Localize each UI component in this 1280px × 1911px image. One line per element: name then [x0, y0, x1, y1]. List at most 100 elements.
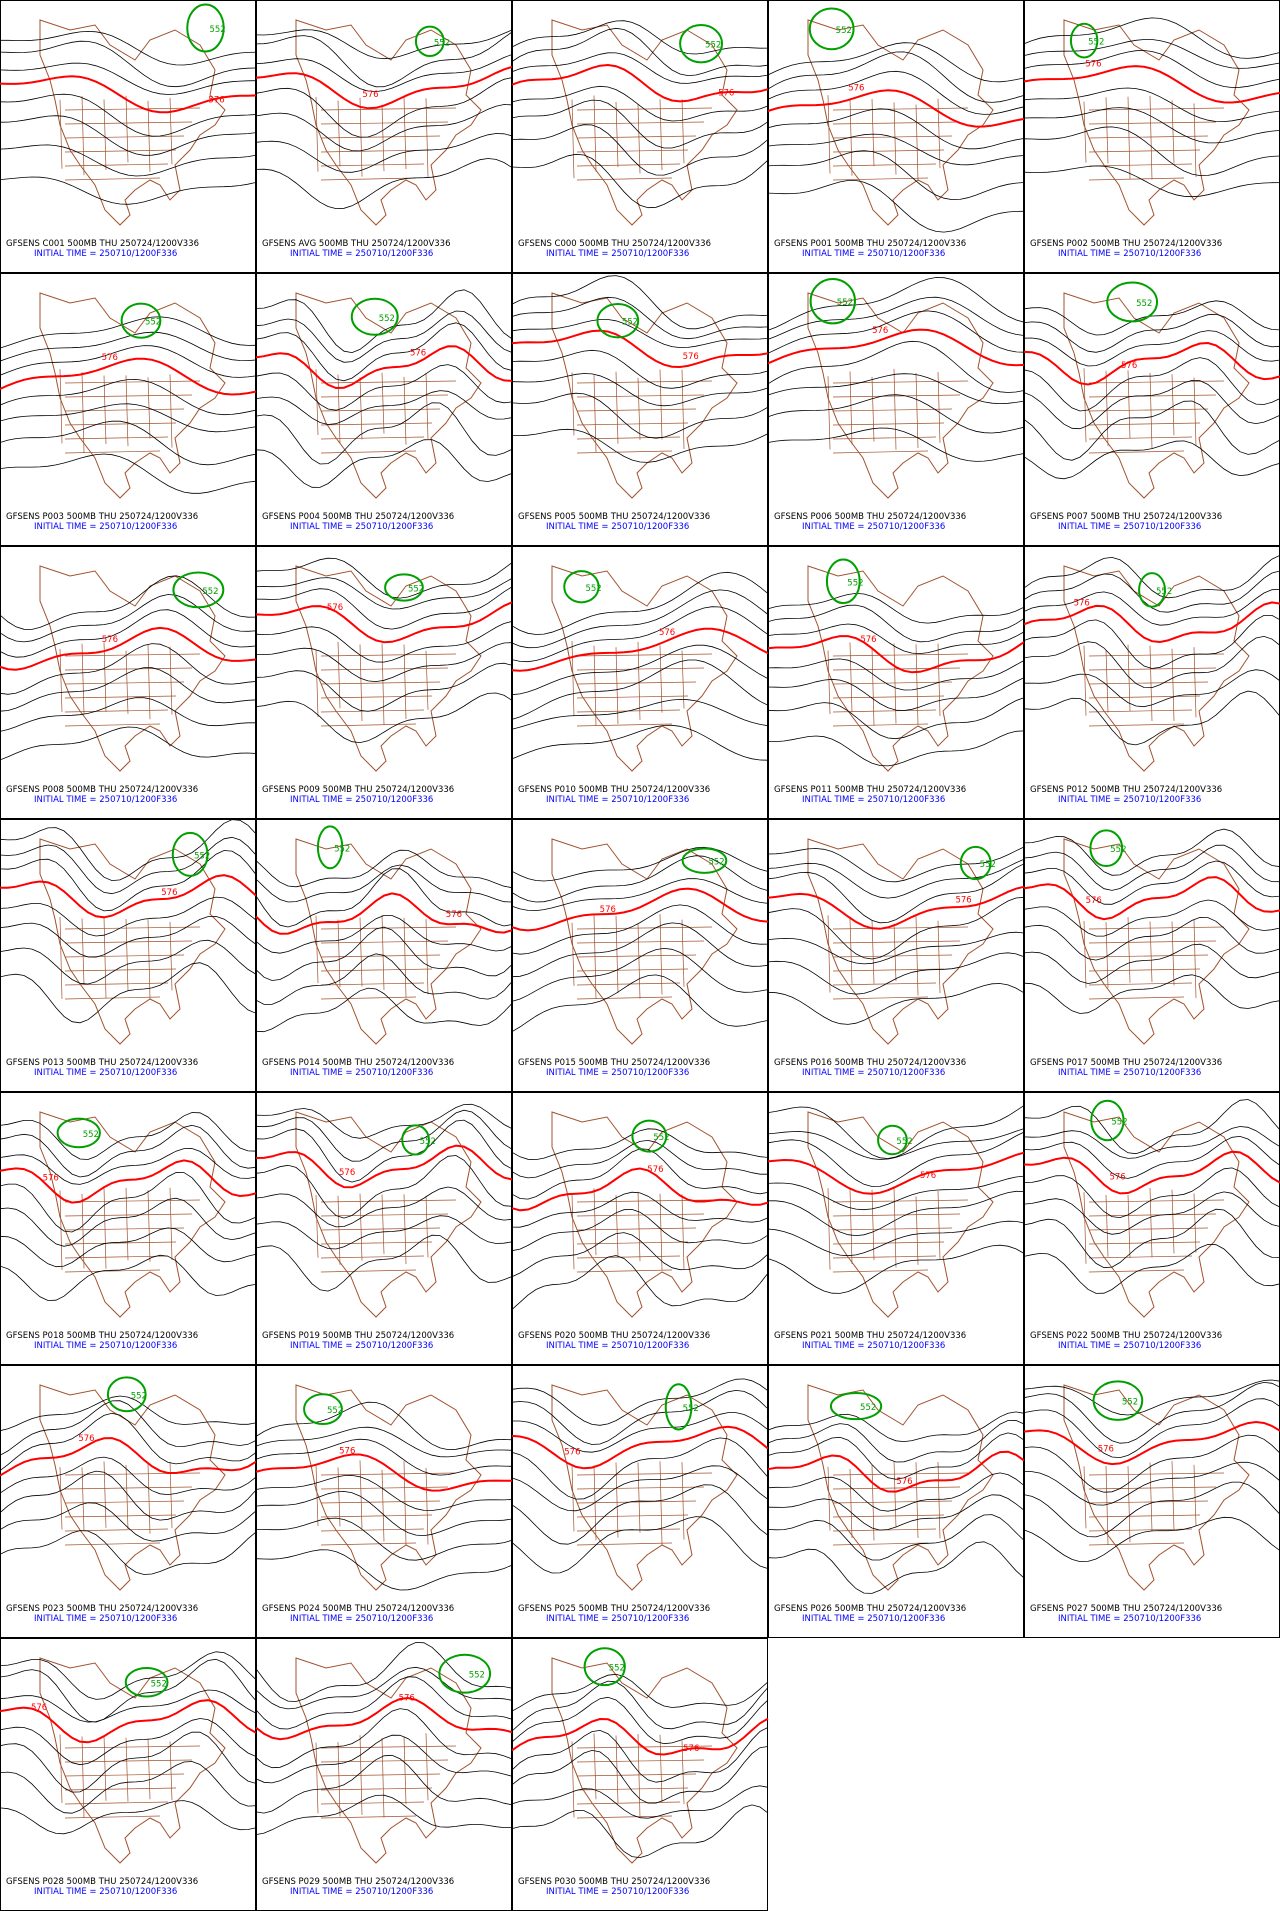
height-contour — [767, 133, 1025, 166]
panel-init-time: INITIAL TIME = 250710/1200F336 — [1058, 1614, 1201, 1624]
state-line — [871, 919, 875, 984]
height-contour — [767, 1514, 1025, 1561]
height-contour — [255, 364, 513, 411]
contour-552 — [679, 24, 724, 64]
contour-576 — [0, 75, 257, 114]
height-contour — [767, 931, 1025, 965]
state-line — [169, 97, 173, 165]
contour-552 — [171, 831, 209, 877]
contour-552 — [124, 1666, 169, 1698]
panel-init-time: INITIAL TIME = 250710/1200F336 — [34, 1068, 177, 1078]
height-contour — [255, 1109, 513, 1162]
height-contour — [511, 878, 769, 912]
panel-border — [256, 0, 512, 273]
height-contour — [255, 1474, 513, 1511]
panel-border — [768, 546, 1024, 819]
panel-border — [1024, 1365, 1280, 1638]
state-line — [1149, 1187, 1153, 1258]
state-line — [1193, 377, 1197, 446]
height-contour — [255, 390, 513, 425]
caption-bg — [513, 1874, 767, 1898]
contour-label: 576 — [339, 1168, 355, 1178]
state-line — [125, 1465, 129, 1530]
height-contour — [511, 1696, 769, 1745]
map-panel: 576 552 GFSENS P029 500MB THU 250724/1200V… — [255, 1638, 513, 1911]
height-contour — [0, 1148, 257, 1185]
contour-label: 552 — [609, 1664, 625, 1674]
height-contour — [767, 697, 1025, 740]
contour-576 — [511, 1167, 769, 1212]
contour-552 — [414, 25, 445, 58]
state-line — [59, 916, 63, 1000]
state-line — [320, 653, 457, 657]
panel-label: GFSENS P025 500MB THU 250724/1200V336 — [518, 1604, 710, 1614]
height-contour — [1023, 916, 1280, 961]
state-line — [337, 919, 341, 988]
state-line — [849, 1469, 853, 1539]
height-contour — [255, 915, 513, 954]
state-line — [576, 982, 681, 986]
height-contour — [0, 697, 256, 732]
contour-label: 552 — [209, 25, 225, 35]
contour-label: 552 — [327, 1406, 343, 1416]
coastline — [1063, 565, 1250, 772]
state-line — [337, 100, 341, 167]
state-line — [64, 1514, 177, 1518]
contour-576 — [511, 627, 769, 672]
caption-bg — [769, 1055, 1023, 1079]
height-contour — [0, 1658, 257, 1723]
state-line — [1127, 644, 1131, 712]
height-contour — [0, 836, 257, 895]
height-contour — [1023, 570, 1280, 613]
state-line — [320, 163, 425, 167]
height-contour — [767, 42, 1025, 83]
height-contour — [767, 310, 1025, 354]
state-line — [403, 644, 407, 720]
map-panel: 576 552 GFSENS P012 500MB THU 250724/1200V… — [1023, 546, 1280, 819]
panel-border — [512, 546, 768, 819]
contour-label: 552 — [585, 584, 601, 594]
state-line — [320, 1815, 417, 1819]
state-line — [81, 1736, 85, 1818]
caption-bg — [769, 236, 1023, 260]
state-line — [315, 96, 319, 172]
contour-label: 576 — [955, 896, 971, 906]
height-contour — [1023, 1099, 1280, 1155]
caption-bg — [769, 1328, 1023, 1352]
caption-bg — [513, 1328, 767, 1352]
contour-552 — [809, 277, 856, 325]
state-line — [64, 681, 185, 685]
state-line — [315, 1194, 319, 1258]
contour-576 — [767, 885, 1025, 930]
state-line — [381, 372, 385, 434]
contour-label: 576 — [446, 910, 462, 920]
state-line — [1088, 1255, 1193, 1259]
state-line — [59, 99, 63, 169]
state-line — [937, 920, 941, 994]
state-line — [659, 1734, 663, 1803]
height-contour — [0, 403, 257, 433]
contour-576 — [255, 601, 513, 644]
contour-576 — [0, 357, 257, 396]
state-line — [320, 1801, 425, 1805]
state-line — [320, 422, 433, 426]
state-line — [832, 107, 969, 111]
panel-label: GFSENS P029 500MB THU 250724/1200V336 — [262, 1877, 454, 1887]
height-contour — [511, 27, 769, 77]
coastline — [295, 838, 482, 1045]
height-contour — [767, 340, 1025, 393]
height-contour — [0, 915, 257, 958]
state-line — [832, 954, 953, 958]
height-contour — [0, 1254, 257, 1301]
height-contour — [0, 345, 257, 378]
state-line — [147, 1190, 151, 1262]
state-line — [64, 135, 185, 139]
panel-border — [1024, 1092, 1280, 1365]
height-contour — [511, 1785, 769, 1819]
panel-init-time: INITIAL TIME = 250710/1200F336 — [546, 1341, 689, 1351]
state-line — [64, 954, 185, 958]
panel-init-time: INITIAL TIME = 250710/1200F336 — [290, 1887, 433, 1897]
panel-border — [512, 1365, 768, 1638]
state-line — [315, 369, 319, 436]
panel-border — [0, 1638, 256, 1911]
